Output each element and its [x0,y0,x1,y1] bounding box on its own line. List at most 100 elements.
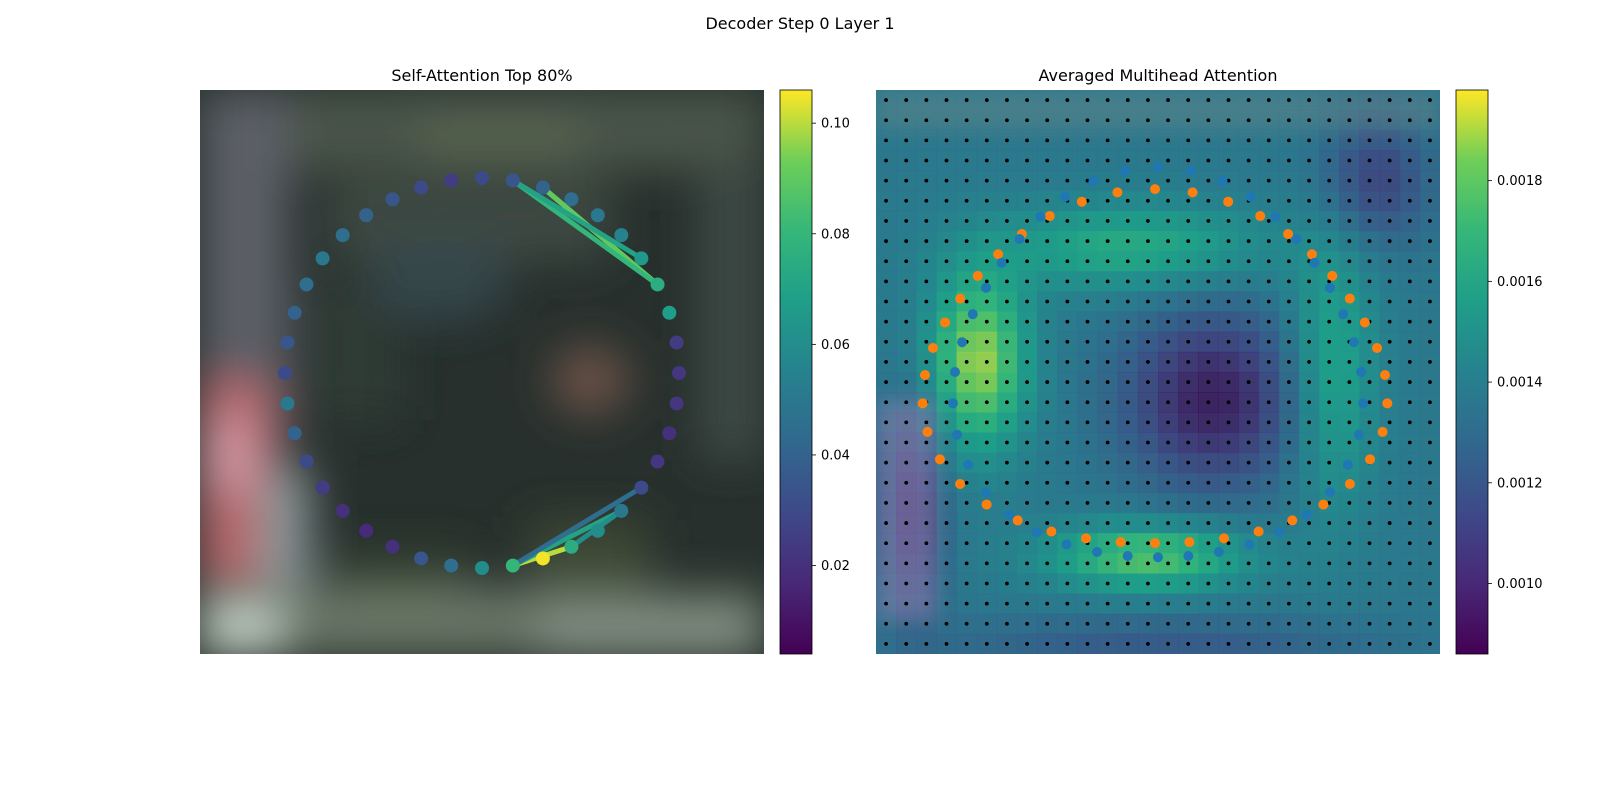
contour-a-point [1342,459,1353,470]
contour-b-point [1184,537,1195,548]
contour-point [475,561,489,575]
contour-point [505,558,520,573]
right-colorbar [1455,89,1489,655]
contour-a-point [1119,165,1130,176]
contour-point [335,228,350,243]
contour-b-point [1344,478,1355,489]
contour-b-point [1150,538,1160,549]
contour-point [634,251,649,266]
contour-point [315,480,330,495]
attention-edge [510,177,644,261]
contour-a-point [1309,257,1320,268]
contour-b-point [1150,184,1160,195]
contour-point [650,277,665,292]
contour-b-point [1382,398,1393,409]
contour-a-point [1245,191,1256,202]
contour-point [662,426,677,441]
contour-b-point [1187,187,1198,198]
contour-a-point [1183,551,1194,562]
contour-a-point [1348,337,1359,348]
contour-point [335,503,350,518]
contour-point [299,277,314,292]
contour-point [505,173,520,188]
contour-point [359,523,374,538]
contour-b-point [1223,196,1234,207]
contour-a-point [1213,547,1224,558]
contour-b-point [972,270,983,281]
contour-point [564,539,579,554]
contour-b-point [917,398,928,409]
contour-a-point [1153,162,1163,173]
contour-b-point [940,317,951,328]
contour-a-point [1274,527,1285,538]
contour-point [280,396,295,411]
contour-point [287,426,302,441]
heatmap-cells [876,90,1440,654]
contour-a-point [980,487,991,498]
contour-b-point [1344,293,1355,304]
contour-a-point [1060,191,1071,202]
colorbar-tick-label: 0.0018 [1497,174,1543,189]
attention-edge [510,485,644,569]
contour-point [414,551,429,566]
left-colorbar [779,89,813,655]
contour-a-point [1301,509,1312,520]
contour-point [359,208,374,223]
contour-a-point [1325,487,1336,498]
colorbar-tick-label: 0.0012 [1497,476,1543,491]
contour-point [278,366,292,380]
contour-b-point [1012,515,1023,526]
contour-b-point [922,426,933,437]
contour-point [287,305,302,320]
contour-a-point [1291,233,1302,244]
contour-point [590,523,605,538]
contour-point [444,173,459,188]
right-panel-heatmap [876,90,1440,654]
contour-a-point [1270,211,1281,222]
colorbar-tick-label: 0.0014 [1497,376,1543,391]
contour-b-point [1046,526,1057,537]
contour-point [444,558,459,573]
contour-b-point [1255,211,1266,222]
contour-a-point [1353,429,1364,440]
contour-a-point [996,257,1007,268]
contour-point [280,335,295,350]
contour-b-point [1283,229,1294,240]
contour-a-point [1088,176,1099,187]
contour-b-point [1365,454,1376,465]
contour-a-point [957,337,968,348]
contour-point [669,396,684,411]
contour-b-point [955,293,966,304]
contour-point [650,454,665,469]
contour-point [614,503,629,518]
contour-a-point [1186,165,1197,176]
figure-title: Decoder Step 0 Layer 1 [705,14,894,33]
contour-point [662,305,677,320]
contour-b-point [955,478,966,489]
right-panel-title: Averaged Multihead Attention [1039,66,1278,85]
contour-b-point [934,454,945,465]
contour-a-point [1014,233,1025,244]
contour-b-point [1076,196,1087,207]
contour-a-point [1035,211,1046,222]
contour-b-point [1112,187,1123,198]
contour-b-point [1044,211,1055,222]
contour-point [535,180,550,195]
contour-a-point [1122,551,1133,562]
contour-b-point [1318,499,1329,510]
contour-point [385,539,400,554]
contour-point [590,208,605,223]
contour-a-point [1061,539,1072,550]
contour-point [535,551,550,566]
contour-b-point [993,249,1004,260]
contour-point [299,454,314,469]
colorbar-tick-label: 0.06 [821,338,850,353]
contour-a-point [950,367,960,377]
left-panel-title: Self-Attention Top 80% [391,66,572,85]
contour-a-point [1244,539,1255,550]
colorbar-tick-label: 0.02 [821,559,850,574]
contour-point [385,192,400,207]
contour-point [475,171,489,185]
left-panel-background [200,90,764,654]
contour-point [414,180,429,195]
